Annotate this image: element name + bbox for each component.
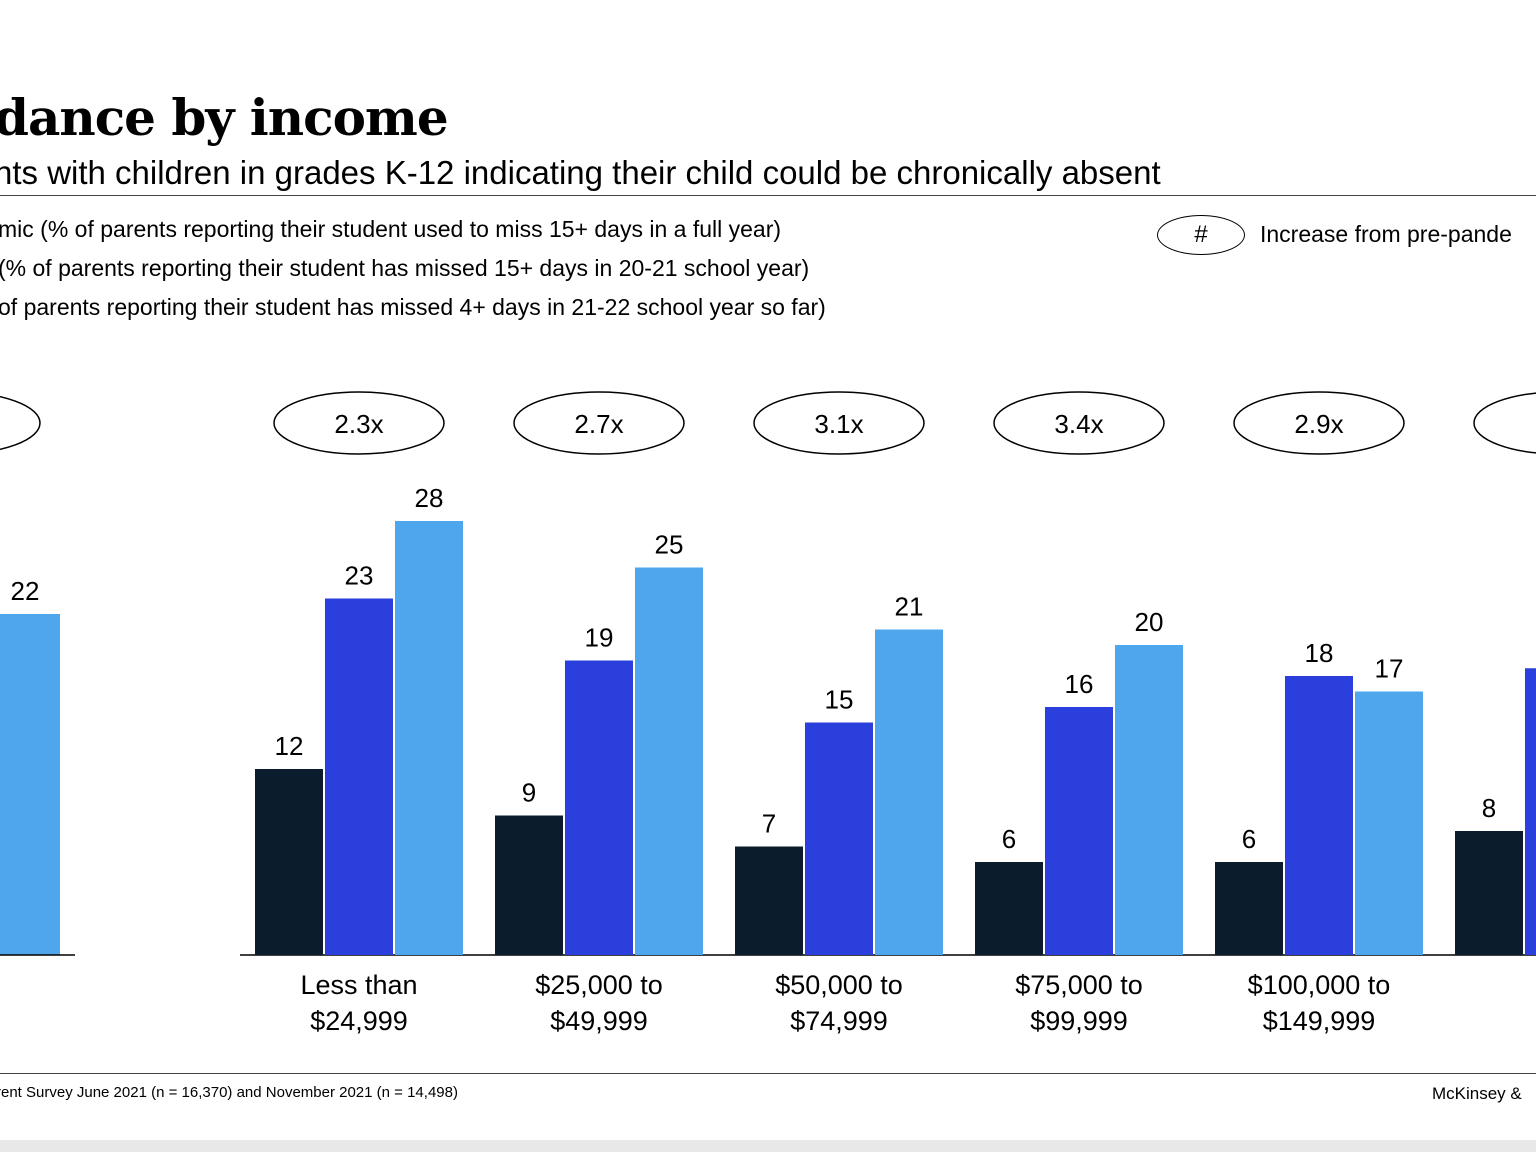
data-label-s2-c2: 21: [895, 592, 924, 622]
data-label-s0-c4: 6: [1242, 824, 1256, 854]
legend-item-20-21: (% of parents reporting their student ha…: [0, 255, 810, 281]
category-label-c3-line2: $99,999: [1030, 1006, 1128, 1036]
data-label-s1-c0: 23: [345, 561, 374, 591]
data-label-s0-c2: 7: [762, 809, 776, 839]
data-label-s1-c2: 15: [825, 685, 854, 715]
bar-partial-left: [0, 614, 60, 955]
legend-item-pre-pandemic: mic (% of parents reporting their studen…: [0, 216, 782, 242]
bar-s2-c1: [635, 567, 703, 955]
increase-oval-c0: [273, 391, 445, 455]
window-bottom-bar: [0, 1140, 1536, 1152]
bar-s0-c2: [735, 846, 803, 955]
data-label-s1-c3: 16: [1065, 669, 1094, 699]
bar-s2-c2: [875, 629, 943, 955]
increase-label-c3: 3.4x: [1054, 409, 1103, 439]
increase-key-label: Increase from pre-pande: [1260, 221, 1512, 247]
bar-s0-c5: [1455, 831, 1523, 955]
bar-s2-c3: [1115, 645, 1183, 955]
category-label-c0-line1: Less than: [300, 970, 417, 1000]
data-label-s2-c1: 25: [655, 530, 684, 560]
bar-s1-c4: [1285, 676, 1353, 955]
data-label-s1-c4: 18: [1305, 638, 1334, 668]
increase-oval-partial-left: [0, 395, 41, 451]
increase-oval-c4: [1233, 391, 1405, 455]
increase-label-c4: 2.9x: [1294, 409, 1343, 439]
bar-s1-c2: [805, 722, 873, 955]
increase-oval-c1: [513, 391, 685, 455]
category-label-c0-line2: $24,999: [310, 1006, 408, 1036]
data-label-s0-c5: 8: [1482, 793, 1496, 823]
bar-s0-c4: [1215, 862, 1283, 955]
data-label-partial-left: 22: [11, 576, 40, 606]
increase-label-c1: 2.7x: [574, 409, 623, 439]
brand-text: McKinsey &: [1432, 1084, 1522, 1103]
bar-s0-c1: [495, 815, 563, 955]
category-label-c4-line2: $149,999: [1263, 1006, 1376, 1036]
data-label-s2-c4: 17: [1375, 654, 1404, 684]
increase-oval-c5: [1473, 392, 1536, 454]
increase-oval-c3: [993, 391, 1165, 455]
page-title: dance by income: [0, 88, 449, 147]
increase-label-c0: 2.3x: [334, 409, 383, 439]
category-label-c4-line1: $100,000 to: [1248, 970, 1391, 1000]
footer-divider: [0, 1073, 1536, 1074]
category-label-c2-line2: $74,999: [790, 1006, 888, 1036]
increase-label-c2: 3.1x: [814, 409, 863, 439]
bar-s1-c1: [565, 660, 633, 955]
bar-s0-c0: [255, 769, 323, 955]
data-label-s2-c3: 20: [1135, 607, 1164, 637]
source-note: rent Survey June 2021 (n = 16,370) and N…: [0, 1084, 458, 1101]
title-divider: [0, 195, 1536, 196]
category-label-c1-line2: $49,999: [550, 1006, 648, 1036]
category-label-c1-line1: $25,000 to: [535, 970, 663, 1000]
category-label-c3-line1: $75,000 to: [1015, 970, 1143, 1000]
category-label-c2-line1: $50,000 to: [775, 970, 903, 1000]
data-label-s1-c1: 19: [585, 623, 614, 653]
bar-s2-c4: [1355, 691, 1423, 955]
data-label-s0-c1: 9: [522, 778, 536, 808]
bar-s1-c3: [1045, 707, 1113, 955]
bar-s1-c0: [325, 598, 393, 955]
data-label-s0-c0: 12: [275, 731, 304, 761]
increase-key-oval: #: [1157, 215, 1245, 255]
bar-s0-c3: [975, 862, 1043, 955]
bar-s1-c5: [1525, 668, 1536, 955]
page-subtitle: nts with children in grades K-12 indicat…: [0, 154, 1161, 191]
legend-item-21-22: of parents reporting their student has m…: [0, 294, 826, 320]
data-label-s0-c3: 6: [1002, 824, 1016, 854]
bar-s2-c0: [395, 521, 463, 955]
data-label-s2-c0: 28: [415, 483, 444, 513]
increase-oval-c2: [753, 391, 925, 455]
